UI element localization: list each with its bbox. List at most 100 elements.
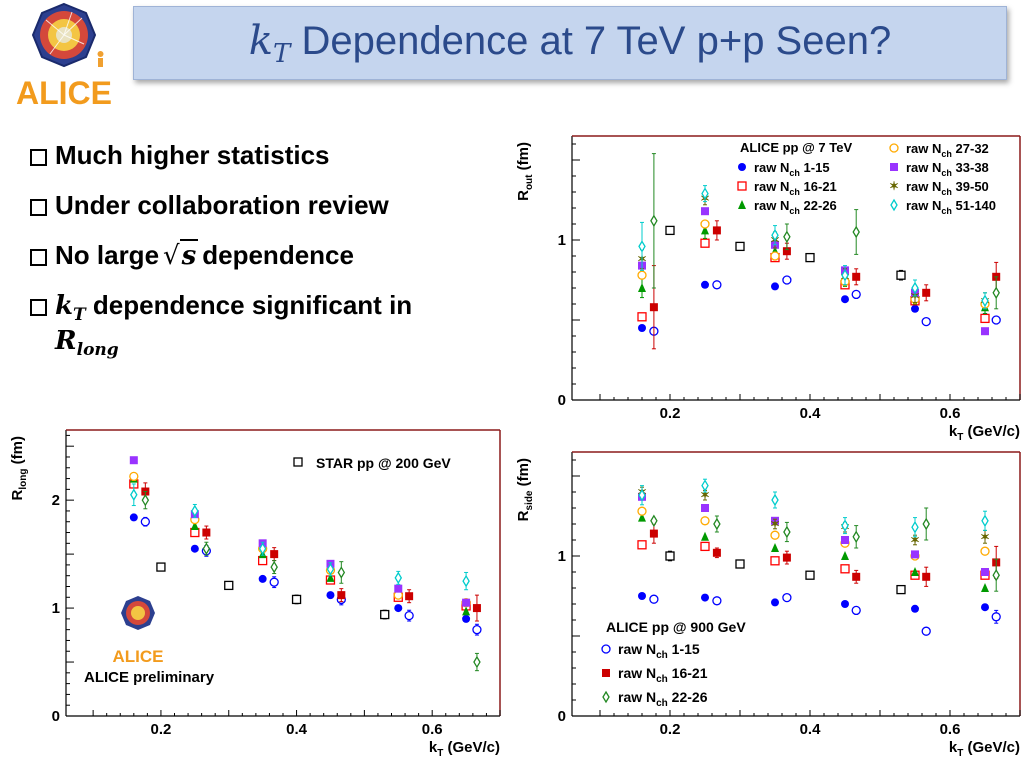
data-point [637, 312, 647, 322]
legend: ALICE pp @ 900 GeV raw Nch 1-15 raw Nch 16… [601, 619, 746, 709]
series-n1 [638, 280, 989, 332]
data-point: ✶ [770, 517, 780, 531]
legend-marker [601, 644, 611, 654]
data-point: ✶ [700, 488, 710, 502]
logo-text: ALICE [16, 75, 112, 110]
data-point [202, 528, 211, 537]
data-point [782, 592, 792, 603]
data-point [701, 531, 709, 541]
data-point [911, 304, 919, 313]
series-n1b [649, 592, 1001, 636]
series-n2 [637, 238, 990, 324]
series-n3b [141, 491, 481, 672]
data-point [771, 598, 779, 607]
y-axis-title: Rout (fm) [515, 142, 535, 201]
bullet-item: Much higher statistics [30, 140, 500, 190]
data-point [156, 562, 166, 572]
data-point [735, 559, 745, 569]
data-point [394, 571, 403, 585]
data-point [462, 598, 471, 607]
data-point [129, 471, 139, 482]
data-point [337, 591, 346, 600]
series-n2b [141, 482, 481, 622]
data-point [701, 593, 709, 602]
data-point [981, 583, 989, 592]
data-point [851, 605, 861, 616]
data-point [190, 544, 199, 553]
data-point [981, 568, 989, 576]
data-point [270, 550, 279, 559]
series-n5 [638, 492, 989, 576]
legend-marker [737, 181, 747, 191]
checkbox-bullet-icon [30, 149, 47, 166]
data-point [712, 280, 722, 290]
y-tick-label: 1 [52, 600, 60, 617]
data-point [638, 592, 646, 600]
data-point [224, 580, 234, 591]
data-point [712, 226, 721, 235]
legend-marker: ✶ [889, 179, 899, 193]
preliminary-label: ALICE preliminary [84, 669, 215, 686]
data-point [258, 574, 267, 583]
x-tick-label: 0.6 [940, 405, 961, 422]
legend-marker [738, 200, 746, 209]
data-point [922, 288, 931, 297]
data-point [637, 506, 647, 516]
data-point [701, 280, 709, 289]
data-point [270, 560, 278, 574]
data-point [713, 517, 721, 531]
series-n6: ✶✶✶✶✶✶ [637, 485, 990, 547]
series-star [156, 562, 390, 620]
data-point [896, 584, 906, 595]
series-n7 [130, 483, 470, 591]
data-point [782, 247, 791, 256]
data-point [326, 562, 335, 576]
legend-label: raw Nch 1-15 [618, 641, 700, 661]
data-point: ✶ [910, 533, 920, 547]
alice-logo: ALICE [2, 0, 126, 111]
data-point [841, 519, 849, 532]
x-tick-label: 0.4 [286, 721, 308, 738]
data-point [980, 313, 990, 324]
x-tick-label: 0.2 [660, 721, 681, 738]
data-point [770, 251, 780, 261]
data-point [269, 577, 279, 587]
data-point [701, 187, 709, 200]
data-point [852, 530, 860, 544]
series-n1 [638, 592, 989, 613]
data-point [770, 530, 780, 540]
legend-label: raw Nch 51-140 [906, 198, 996, 216]
sqrt-symbol: √s [163, 239, 199, 271]
data-point [404, 610, 414, 621]
rlong-chart: 0.2 0.4 0.6 0 1 2 kT (GeV/c) Rlong (fm) STAR pp … [0, 420, 505, 768]
data-point [191, 504, 199, 518]
data-point [922, 517, 930, 531]
series-n5 [638, 207, 989, 336]
data-point [841, 600, 849, 608]
series-n4 [637, 219, 990, 309]
x-tick-label: 0.6 [422, 721, 443, 738]
data-point [650, 214, 658, 228]
x-tick-label: 0.2 [660, 405, 681, 422]
data-point [473, 655, 481, 669]
checkbox-bullet-icon [30, 299, 47, 316]
y-tick-label: 1 [558, 548, 566, 565]
data-point [130, 488, 138, 502]
series-n7 [638, 478, 989, 538]
data-point [783, 525, 791, 539]
series-n7 [638, 185, 989, 310]
data-point [841, 295, 849, 304]
data-point [841, 268, 849, 282]
y-axis-title: Rlong (fm) [9, 436, 29, 500]
y-tick-label: 0 [558, 708, 566, 725]
series-n1b [649, 275, 1001, 336]
title-bar: kT Dependence at 7 TeV p+p Seen? [133, 6, 1007, 80]
data-point [770, 556, 780, 566]
small-logo-text: ALICE [113, 647, 164, 666]
data-point [638, 488, 646, 502]
data-point [202, 542, 211, 555]
x-tick-label: 0.6 [940, 721, 961, 738]
series-n3b [650, 507, 1000, 592]
